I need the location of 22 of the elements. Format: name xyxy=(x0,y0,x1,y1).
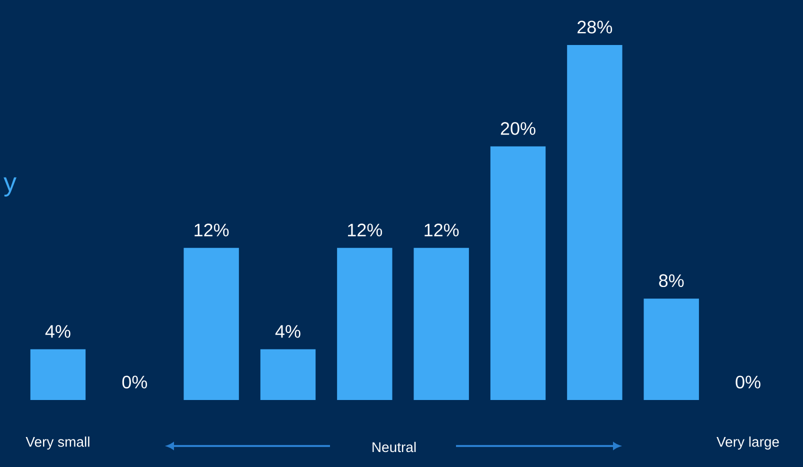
data-label: 4% xyxy=(275,325,300,338)
data-label: 12% xyxy=(424,224,459,236)
data-label: 28% xyxy=(578,20,612,34)
bar xyxy=(260,349,316,400)
data-label: 12% xyxy=(194,224,229,236)
bar xyxy=(490,146,546,400)
bar xyxy=(644,298,699,400)
data-label: 4% xyxy=(45,325,70,338)
text: y xyxy=(4,177,16,197)
bar xyxy=(414,248,469,400)
bar xyxy=(337,248,392,400)
text: Neutral xyxy=(372,442,416,452)
data-label: 8% xyxy=(659,274,684,288)
data-label: 0% xyxy=(736,376,760,388)
bar xyxy=(567,45,622,400)
x-tick-label: Very small xyxy=(26,436,90,450)
x-tick-label: Very large xyxy=(716,436,779,450)
data-label: 0% xyxy=(122,376,148,388)
data-label: 12% xyxy=(348,224,382,236)
bar xyxy=(184,248,239,400)
data-label: 20% xyxy=(500,122,536,135)
bar xyxy=(30,349,86,400)
